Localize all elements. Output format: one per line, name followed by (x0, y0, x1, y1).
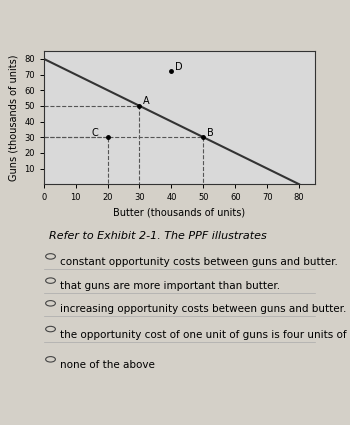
Text: that guns are more important than butter.: that guns are more important than butter… (60, 281, 280, 292)
Text: none of the above: none of the above (60, 360, 155, 370)
Text: the opportunity cost of one unit of guns is four units of butter.: the opportunity cost of one unit of guns… (60, 330, 350, 340)
X-axis label: Butter (thousands of units): Butter (thousands of units) (113, 208, 245, 218)
Text: D: D (175, 62, 182, 72)
Text: B: B (206, 128, 213, 138)
Text: C: C (92, 128, 98, 138)
Text: A: A (143, 96, 149, 106)
Text: increasing opportunity costs between guns and butter.: increasing opportunity costs between gun… (60, 304, 346, 314)
Text: constant opportunity costs between guns and butter.: constant opportunity costs between guns … (60, 257, 338, 267)
Y-axis label: Guns (thousands of units): Guns (thousands of units) (8, 54, 19, 181)
Text: Refer to Exhibit 2-1. The PPF illustrates: Refer to Exhibit 2-1. The PPF illustrate… (49, 232, 267, 241)
